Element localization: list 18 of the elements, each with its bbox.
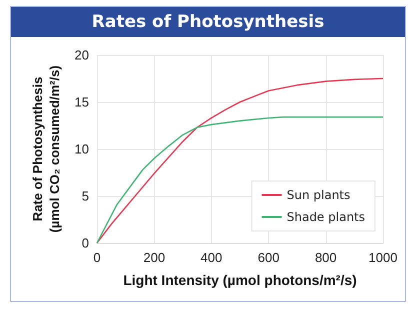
x-tick-label: 600 [258,250,280,265]
line-series [96,116,384,244]
legend-label: Sun plants [286,188,350,202]
y-tick-label: 10 [74,142,89,156]
y-tick-label: 20 [74,48,89,62]
x-axis-title: Light Intensity (µmol photons/m²/s) [123,272,357,288]
x-tick-label: 200 [143,250,166,265]
x-tick-label: 800 [314,250,337,265]
legend-label: Shade plants [286,210,366,224]
y-axis-title: Rate of Photosynthesis (µmol CO₂ consumed/m²/s) [30,65,62,233]
x-tick-label: 1000 [368,250,398,265]
y-tick-label: 5 [82,188,89,204]
line-series [96,78,384,244]
x-tick-label: 400 [200,250,222,265]
x-tick-label: 0 [93,250,101,265]
y-tick-label: 0 [82,236,89,250]
y-tick-label: 15 [74,94,89,110]
chart-title: Rates of Photosynthesis [11,7,405,37]
